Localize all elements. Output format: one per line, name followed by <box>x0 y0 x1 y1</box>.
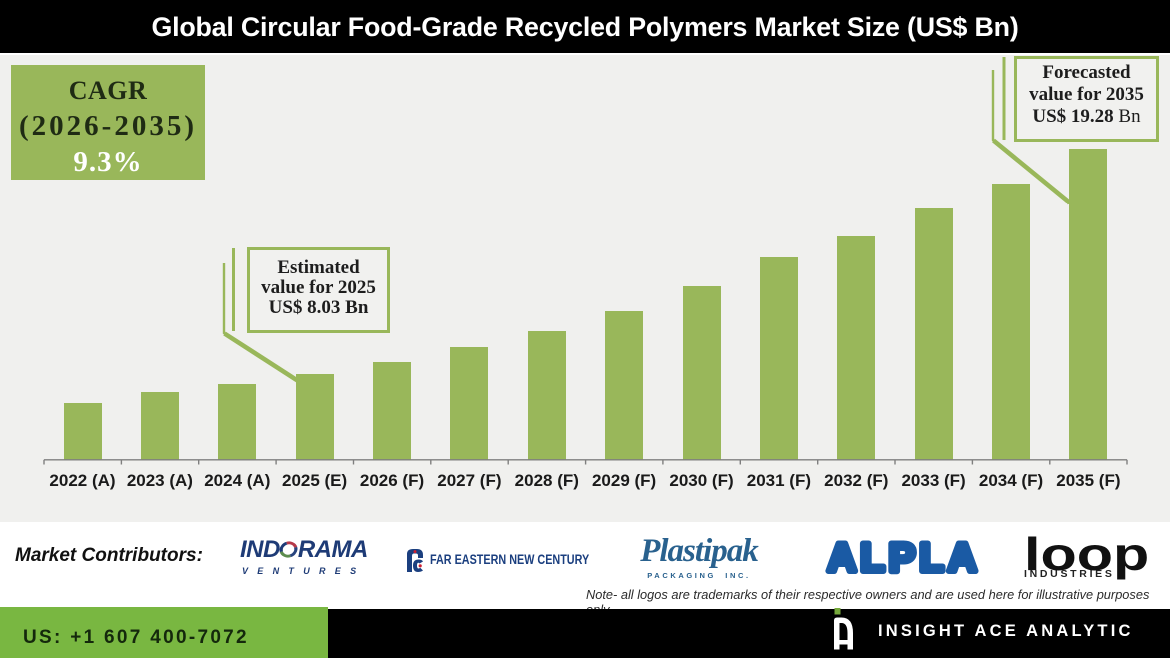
svg-text:ALPLA: ALPLA <box>827 537 980 579</box>
